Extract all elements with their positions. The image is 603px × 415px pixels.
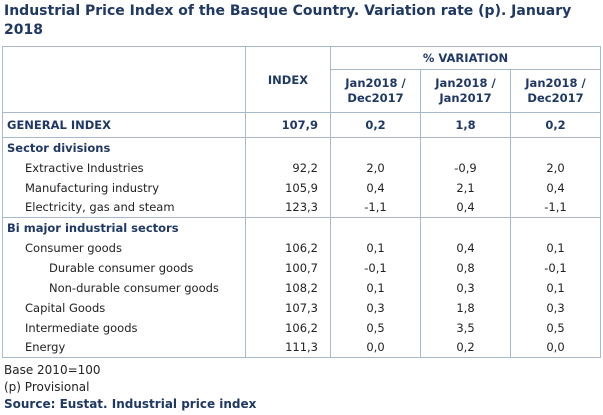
- variation-value: 0,1: [330, 237, 421, 258]
- table-row: Capital Goods 107,3 0,3 1,8 0,3: [2, 297, 601, 318]
- table-header: INDEX % VARIATION Jan2018 /Dec2017 Jan201…: [2, 46, 601, 113]
- note: Base 2010=100: [4, 363, 101, 377]
- row-label: Bi major industrial sectors: [2, 217, 246, 238]
- variation-value: 0,0: [330, 337, 421, 358]
- index-value: 123,3: [245, 197, 331, 218]
- variation-value: 3,5: [420, 317, 511, 338]
- index-value: 111,3: [245, 337, 331, 358]
- table-row: Manufacturing industry 105,9 0,4 2,1 0,4: [2, 177, 601, 198]
- table-row: Consumer goods 106,2 0,1 0,4 0,1: [2, 237, 601, 258]
- row-label: Electricity, gas and steam: [2, 197, 246, 218]
- empty-cell: [330, 137, 421, 158]
- variation-value: -1,1: [510, 197, 601, 218]
- column-header: Jan2018 /Jan2017: [420, 69, 511, 113]
- price-table: INDEX % VARIATION Jan2018 /Dec2017 Jan201…: [2, 46, 601, 358]
- variation-value: 2,0: [510, 157, 601, 178]
- table-row: Energy 111,3 0,0 0,2 0,0: [2, 337, 601, 358]
- row-label: Consumer goods: [2, 237, 246, 258]
- note: (p) Provisional: [4, 380, 90, 394]
- source: Source: Eustat. Industrial price index: [4, 397, 257, 411]
- variation-value: -0,1: [510, 257, 601, 278]
- row-label: Intermediate goods: [2, 317, 246, 338]
- index-value: 100,7: [245, 257, 331, 278]
- empty-cell: [510, 137, 601, 158]
- row-label: Manufacturing industry: [2, 177, 246, 198]
- variation-value: -1,1: [330, 197, 421, 218]
- variation-value: 0,2: [420, 337, 511, 358]
- table-row: Bi major industrial sectors: [2, 217, 601, 238]
- index-value: 106,2: [245, 317, 331, 338]
- variation-value: 0,5: [330, 317, 421, 338]
- row-label: Non-durable consumer goods: [2, 277, 246, 298]
- variation-value: 1,8: [420, 297, 511, 318]
- row-label: Sector divisions: [2, 137, 246, 158]
- row-label: Extractive Industries: [2, 157, 246, 178]
- variation-value: 0,4: [420, 237, 511, 258]
- variation-value: 0,4: [510, 177, 601, 198]
- variation-value: 0,1: [510, 277, 601, 298]
- variation-value: 0,0: [510, 337, 601, 358]
- table-row: Sector divisions: [2, 137, 601, 158]
- row-label: GENERAL INDEX: [2, 112, 246, 138]
- index-value: 105,9: [245, 177, 331, 198]
- empty-cell: [330, 217, 421, 238]
- index-value: 107,9: [245, 112, 331, 138]
- variation-value: 0,1: [330, 277, 421, 298]
- index-value: 106,2: [245, 237, 331, 258]
- column-header-line: Jan2018 /: [435, 76, 496, 90]
- table-row: Durable consumer goods 100,7 -0,1 0,8 -0,1: [2, 257, 601, 278]
- empty-cell: [510, 217, 601, 238]
- variation-value: 1,8: [420, 112, 511, 138]
- variation-value: 0,3: [420, 277, 511, 298]
- column-header: Jan2018 /Dec2017: [330, 69, 421, 113]
- row-label: Energy: [2, 337, 246, 358]
- variation-value: 2,0: [330, 157, 421, 178]
- variation-value: -0,9: [420, 157, 511, 178]
- variation-value: 0,2: [510, 112, 601, 138]
- column-header-line: Jan2017: [439, 91, 492, 105]
- variation-value: -0,1: [330, 257, 421, 278]
- row-label: Durable consumer goods: [2, 257, 246, 278]
- column-header-line: Dec2017: [347, 91, 404, 105]
- table-row: Non-durable consumer goods 108,2 0,1 0,3 0,1: [2, 277, 601, 298]
- index-header: INDEX: [245, 46, 331, 113]
- empty-cell: [420, 217, 511, 238]
- table-row: Extractive Industries 92,2 2,0 -0,9 2,0: [2, 157, 601, 178]
- variation-header: % VARIATION: [330, 46, 601, 70]
- empty-cell: [420, 137, 511, 158]
- column-header: Jan2018 /Dec2017: [510, 69, 601, 113]
- table-row: Electricity, gas and steam 123,3 -1,1 0,4 -1…: [2, 197, 601, 218]
- column-header-line: Jan2018 /: [345, 76, 406, 90]
- table-row: GENERAL INDEX 107,9 0,2 1,8 0,2: [2, 112, 601, 138]
- index-value: 107,3: [245, 297, 331, 318]
- column-header-line: Dec2017: [527, 91, 584, 105]
- empty-cell: [245, 217, 331, 238]
- index-value: 108,2: [245, 277, 331, 298]
- title: Industrial Price Index of the Basque Cou…: [4, 3, 572, 38]
- table-row: Intermediate goods 106,2 0,5 3,5 0,5: [2, 317, 601, 338]
- header-blank: [2, 46, 246, 113]
- variation-value: 0,4: [420, 197, 511, 218]
- variation-value: 2,1: [420, 177, 511, 198]
- index-value: 92,2: [245, 157, 331, 178]
- variation-value: 0,2: [330, 112, 421, 138]
- variation-value: 0,3: [330, 297, 421, 318]
- variation-value: 0,4: [330, 177, 421, 198]
- notes: Base 2010=100 (p) Provisional Source: Eu…: [4, 362, 256, 413]
- column-header-line: Jan2018 /: [525, 76, 586, 90]
- variation-value: 0,3: [510, 297, 601, 318]
- row-label: Capital Goods: [2, 297, 246, 318]
- variation-value: 0,5: [510, 317, 601, 338]
- variation-value: 0,8: [420, 257, 511, 278]
- empty-cell: [245, 137, 331, 158]
- variation-value: 0,1: [510, 237, 601, 258]
